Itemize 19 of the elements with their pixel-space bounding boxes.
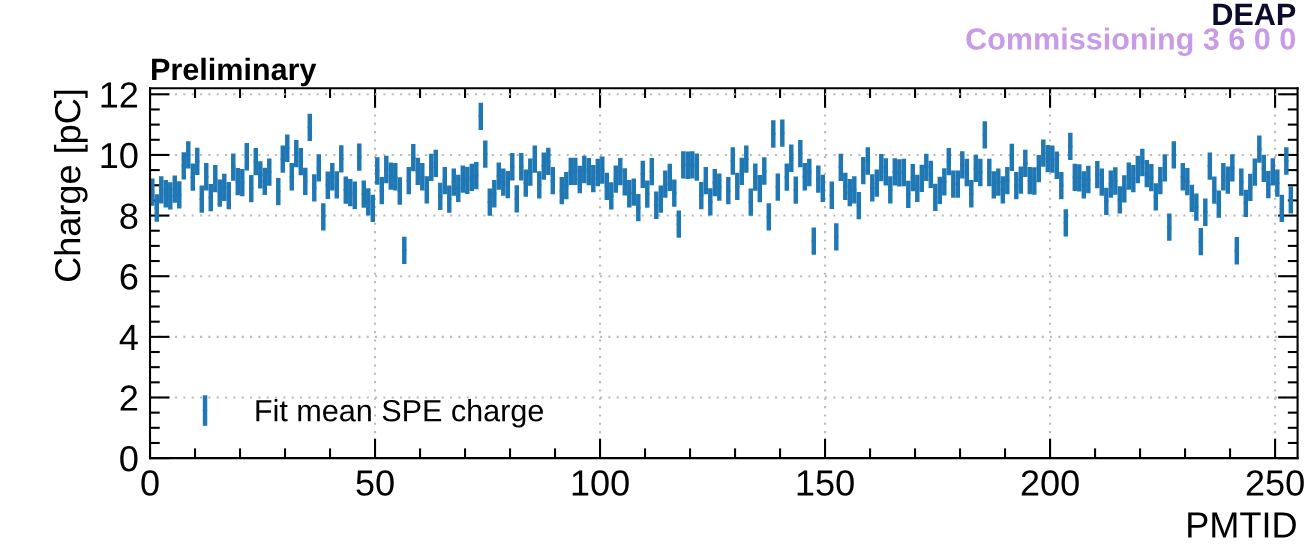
legend-label: Fit mean SPE charge xyxy=(256,399,543,428)
y-tick-label: 0 xyxy=(120,446,138,472)
y-tick-label: 6 xyxy=(120,264,138,290)
text: Commissioning 3 6 0 0 xyxy=(966,27,1296,57)
x-tick-label: 100 xyxy=(572,470,629,496)
x-axis-title: PMTID xyxy=(1188,512,1296,538)
text: DEAP xyxy=(1213,3,1296,25)
x-tick-label: 150 xyxy=(797,470,854,496)
y-tick-label: 2 xyxy=(120,385,138,411)
chart-title: Preliminary xyxy=(152,57,317,87)
y-axis-title: Charge [pC] xyxy=(53,90,88,282)
y-tick-label: 12 xyxy=(101,82,138,108)
x-tick-label: 200 xyxy=(1021,470,1079,496)
x-tick-label: 0 xyxy=(141,470,159,496)
x-tick-label: 250 xyxy=(1246,470,1304,496)
x-tick-label: 50 xyxy=(356,470,394,496)
y-tick-label: 8 xyxy=(120,203,138,230)
y-tick-label: 10 xyxy=(101,142,138,169)
y-tick-label: 4 xyxy=(119,325,138,350)
